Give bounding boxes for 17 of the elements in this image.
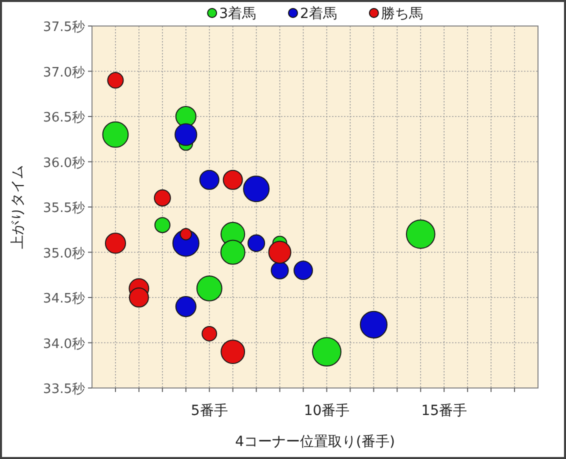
x-tick-label: 5番手 bbox=[190, 403, 228, 419]
y-tick-label: 35.0秒 bbox=[43, 246, 85, 262]
y-tick-label: 34.5秒 bbox=[43, 292, 85, 306]
y-tick-label: 37.5秒 bbox=[43, 20, 85, 35]
y-tick-label: 36.5秒 bbox=[43, 110, 85, 126]
legend-label: 2着馬 bbox=[300, 6, 337, 22]
y-tick-label: 33.5秒 bbox=[43, 382, 85, 397]
legend-label: 勝ち馬 bbox=[380, 6, 423, 22]
y-tick-label: 35.5秒 bbox=[43, 201, 85, 216]
y-tick-label: 34.0秒 bbox=[43, 336, 85, 352]
x-tick-label: 10番手 bbox=[304, 403, 350, 419]
x-tick-label: 15番手 bbox=[421, 403, 468, 419]
y-tick-label: 37.0秒 bbox=[43, 65, 85, 80]
x-axis-title: 4コーナー位置取り(番手) bbox=[235, 434, 395, 450]
legend-label: 3着馬 bbox=[219, 6, 256, 22]
y-tick-label: 36.0秒 bbox=[43, 156, 85, 171]
y-axis-title: 上がりタイム bbox=[10, 165, 26, 249]
